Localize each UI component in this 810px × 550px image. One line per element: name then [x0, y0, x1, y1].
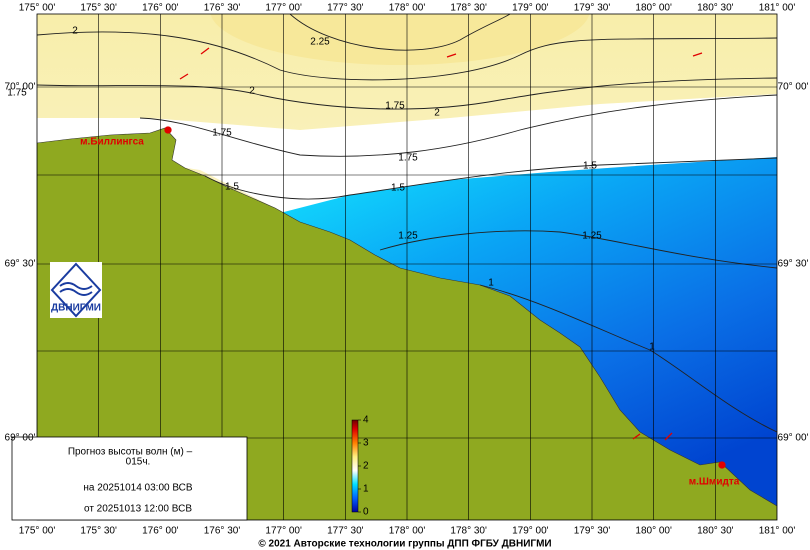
- contour-label: 1.75: [385, 101, 405, 112]
- place-dot: [718, 461, 726, 469]
- contour: [289, 14, 511, 51]
- lon-label: 177° 00': [265, 526, 302, 537]
- contour: [379, 230, 777, 269]
- contour-label: 1.75: [398, 153, 418, 164]
- footer: © 2021 Авторские технологии группы ДПП Ф…: [258, 539, 551, 550]
- lon-label: 178° 30': [450, 3, 487, 14]
- legend-bg: [11, 436, 248, 521]
- colorbar-tick-label: 4: [363, 415, 369, 426]
- lon-label: 175° 00': [19, 526, 56, 537]
- place-dot: [164, 126, 172, 134]
- arrow: [446, 53, 457, 58]
- lat-label: 69° 00': [5, 433, 36, 444]
- lon-label: 177° 30': [327, 526, 364, 537]
- contour: [37, 31, 777, 81]
- legend-issued: от 20251013 12:00 ВСВ: [84, 504, 192, 515]
- lon-label: 181° 00': [759, 3, 796, 14]
- legend-title: Прогноз высоты волн (м) –: [68, 447, 193, 458]
- contour-label: 1.5: [583, 161, 597, 172]
- contour-label: 2: [249, 86, 255, 97]
- place-label: м.Биллингса: [80, 137, 144, 148]
- arrow: [692, 52, 703, 57]
- lon-label: 176° 00': [142, 526, 179, 537]
- sea-peak: [210, 14, 590, 65]
- lon-label: 181° 00': [759, 526, 796, 537]
- frame: [36, 13, 778, 521]
- colorbar-tick-label: 1: [363, 484, 369, 495]
- lon-label: 176° 30': [204, 526, 241, 537]
- logo-waves: [59, 282, 93, 296]
- lat-label: 69° 00': [778, 433, 809, 444]
- map-area: [37, 14, 777, 520]
- lon-label: 176° 30': [204, 3, 241, 14]
- contour-label: 1: [488, 278, 494, 289]
- wind-arrows: [164, 47, 726, 469]
- lon-label: 179° 30': [574, 3, 611, 14]
- legend-valid: на 20251014 03:00 ВСВ: [83, 483, 192, 494]
- arrow: [632, 433, 641, 440]
- arrow: [664, 432, 673, 441]
- lon-label: 175° 00': [19, 3, 56, 14]
- lon-label: 179° 30': [574, 526, 611, 537]
- lon-label: 177° 30': [327, 3, 364, 14]
- lon-label: 178° 00': [389, 526, 426, 537]
- contour-label: 1.5: [391, 183, 405, 194]
- logo-text: ДВНИГМИ: [51, 303, 101, 314]
- colorbar-tick-label: 3: [363, 438, 369, 449]
- arrow: [179, 73, 189, 80]
- lat-label: 70° 00': [778, 82, 809, 93]
- logo: ДВНИГМИ: [50, 262, 102, 318]
- legend-lead: 015ч.: [126, 457, 151, 468]
- lon-label: 175° 30': [80, 3, 117, 14]
- contour-label: 1.75: [7, 88, 27, 99]
- colorbar: [351, 419, 359, 513]
- lon-label: 180° 00': [635, 3, 672, 14]
- lon-label: 177° 00': [265, 3, 302, 14]
- contour: [37, 77, 777, 110]
- place-label: м.Шмидта: [689, 477, 740, 488]
- colorbar-tick-label: 0: [363, 507, 369, 518]
- arrow: [200, 47, 210, 55]
- lat-label: 69° 30': [5, 259, 36, 270]
- lon-label: 179° 00': [512, 3, 549, 14]
- contour-label: 1.5: [225, 182, 239, 193]
- contour-label: 1.25: [398, 231, 418, 242]
- contour-label: 1: [649, 342, 655, 353]
- lon-label: 178° 30': [450, 526, 487, 537]
- contour-label: 2.25: [310, 37, 330, 48]
- logo-diamond: [50, 262, 102, 318]
- contour: [139, 94, 777, 157]
- contour-label: 1.75: [212, 128, 232, 139]
- contour-label: 1.25: [582, 231, 602, 242]
- lon-label: 178° 00': [389, 3, 426, 14]
- lat-label: 69° 30': [778, 259, 809, 270]
- legend-box: Прогноз высоты волн (м) – 015ч. на 20251…: [11, 436, 248, 521]
- lon-label: 180° 00': [635, 526, 672, 537]
- logo-bg: [50, 262, 102, 318]
- contour: [204, 157, 777, 200]
- lon-label: 175° 30': [80, 526, 117, 537]
- colorbar-tick-label: 2: [363, 461, 369, 472]
- lat-label: 70° 00': [5, 82, 36, 93]
- lon-label: 180° 30': [697, 3, 734, 14]
- contour: [479, 284, 777, 433]
- contour-label: 2: [434, 108, 440, 119]
- lon-label: 176° 00': [142, 3, 179, 14]
- lon-label: 180° 30': [697, 526, 734, 537]
- lon-label: 179° 00': [512, 526, 549, 537]
- contour-label: 2: [72, 26, 78, 37]
